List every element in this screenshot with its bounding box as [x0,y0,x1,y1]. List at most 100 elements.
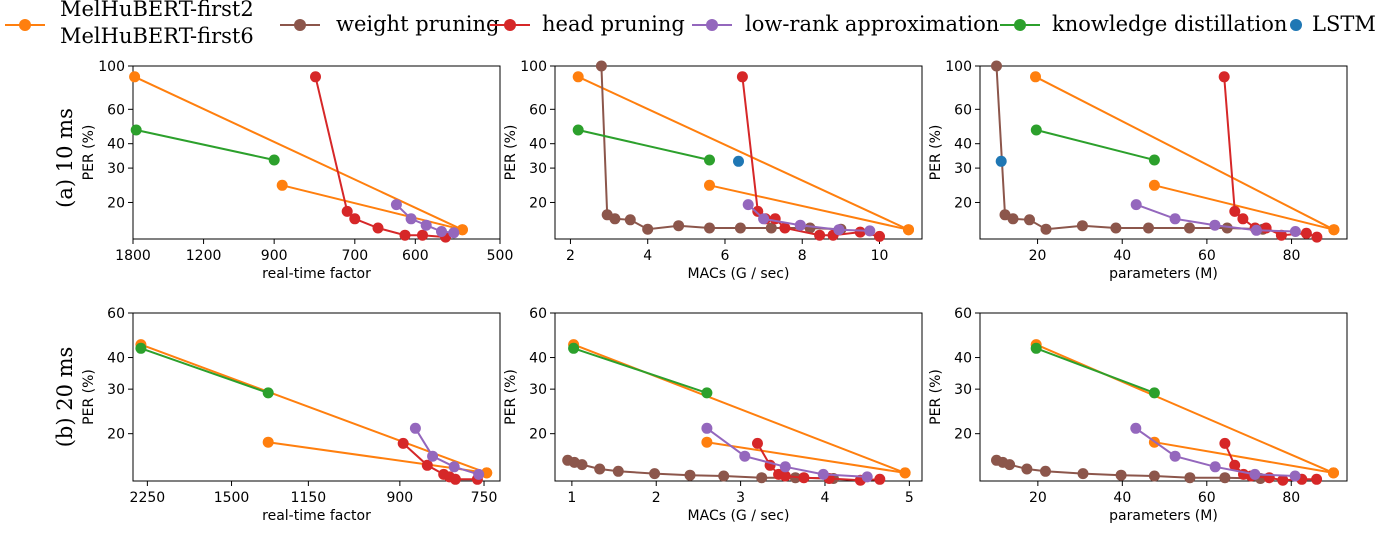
chart-panel-5: 20 30 40 60 1 2 3 4 5 MACs (G / sec) PER (%) [503,306,923,524]
legend-label-lstm: LSTM [1312,12,1376,36]
plot-frame [554,65,923,240]
data-point-weight-pruning [734,222,746,234]
data-point-head-pruning [798,472,810,484]
series-low-rank-approximation [1130,199,1301,237]
data-point-melhubert-first6 [276,179,288,191]
data-point-melhubert-first6 [456,224,468,236]
data-point-knowledge-distillation [1148,387,1160,399]
data-point-low-rank-approximation [405,213,417,225]
series-low-rank-approximation [1130,422,1301,482]
data-point-low-rank-approximation [817,468,829,480]
data-point-low-rank-approximation [448,227,460,239]
series-knowledge-distillation [568,342,713,399]
data-point-weight-pruning [1021,463,1033,475]
data-point-weight-pruning [1004,459,1016,471]
data-point-melhubert-first6 [899,467,911,479]
x-axis-label: MACs (G / sec) [688,508,790,524]
data-point-weight-pruning [595,60,607,72]
series-melhubert-first2 [129,71,468,236]
data-point-weight-pruning [756,472,768,484]
y-axis-label: PER (%) [928,369,944,425]
y-tick-label: 40 [954,351,972,367]
data-point-low-rank-approximation [1130,422,1142,434]
series-head-pruning [752,437,886,486]
y-tick-label: 30 [954,382,972,398]
data-point-melhubert-first2 [572,71,584,83]
data-point-head-pruning [1300,227,1312,239]
data-point-head-pruning [1229,205,1241,217]
series-weight-pruning [991,454,1266,484]
y-tick-label: 60 [954,306,972,322]
legend-entry-low-rank: low-rank approximation [692,12,999,36]
series-melhubert-first6 [262,436,493,479]
data-point-head-pruning [341,205,353,217]
series-low-rank-approximation [390,199,460,239]
series-melhubert-first2 [135,339,493,479]
data-point-head-pruning [1311,473,1323,485]
data-point-low-rank-approximation [794,219,806,231]
data-point-head-pruning [752,437,763,449]
plot-frame [554,312,923,482]
x-tick-label: 2250 [130,490,166,506]
y-tick-label: 40 [107,351,125,367]
data-point-weight-pruning [576,459,588,471]
data-point-low-rank-approximation [1249,468,1261,480]
series-line-knowledge-distillation [1036,129,1155,161]
data-point-head-pruning [449,473,461,485]
legend-marker-low-rank [706,19,718,31]
legend-label-head-pruning: head pruning [542,12,685,36]
series-knowledge-distillation [572,124,715,166]
data-point-weight-pruning [624,214,636,226]
x-tick-label: 1 [567,490,576,506]
plot-frame [132,65,501,240]
data-point-head-pruning [1218,71,1230,83]
x-tick-label: 600 [402,248,429,264]
y-tick-label: 30 [529,161,547,177]
y-axis-label: PER (%) [81,369,97,425]
x-tick-label: 900 [261,248,288,264]
series-line-weight-pruning [995,65,1263,231]
data-point-low-rank-approximation [1130,199,1142,211]
data-point-weight-pruning [991,60,1002,72]
data-point-weight-pruning [704,222,715,234]
x-tick-label: 4 [643,248,652,264]
x-axis-label: parameters (M) [1109,266,1218,282]
series-melhubert-first6 [276,179,468,236]
data-point-head-pruning [310,71,321,83]
data-point-head-pruning [779,222,791,234]
series-line-knowledge-distillation [577,129,710,161]
data-point-melhubert-first6 [903,224,914,236]
x-tick-label: 700 [341,248,368,264]
series-lstm [733,155,744,167]
series-low-rank-approximation [701,422,873,483]
x-axis-label: parameters (M) [1109,508,1218,524]
series-line-melhubert-first2 [573,343,906,474]
data-point-head-pruning [752,205,764,217]
x-tick-label: 750 [471,490,498,506]
data-point-knowledge-distillation [262,387,274,399]
data-point-knowledge-distillation [1148,154,1160,166]
data-point-knowledge-distillation [704,154,715,166]
data-point-head-pruning [769,213,781,225]
x-axis-label: real-time factor [262,508,371,524]
data-point-weight-pruning [594,463,606,475]
series-line-knowledge-distillation [573,347,708,394]
y-tick-label: 60 [529,306,547,322]
data-point-knowledge-distillation [268,154,280,166]
data-point-weight-pruning [1148,470,1160,482]
legend: MelHuBERT-first2 MelHuBERT-first6 weight… [5,0,1376,48]
y-tick-label: 100 [520,59,547,75]
x-tick-label: 1200 [186,248,222,264]
legend-marker-knowledge-distillation [1014,19,1026,31]
data-point-head-pruning [397,437,409,449]
data-point-low-rank-approximation [1209,219,1221,231]
series-line-knowledge-distillation [1035,347,1155,394]
x-tick-label: 40 [1113,490,1131,506]
x-tick-label: 900 [386,490,413,506]
data-point-weight-pruning [765,222,777,234]
x-tick-label: 6 [721,248,730,264]
chart-panels: 20 30 40 60 100 1800 1200 900 700 600 500 real-time… [81,59,1348,524]
series-melhubert-first6 [1148,179,1340,236]
data-point-low-rank-approximation [742,199,754,211]
